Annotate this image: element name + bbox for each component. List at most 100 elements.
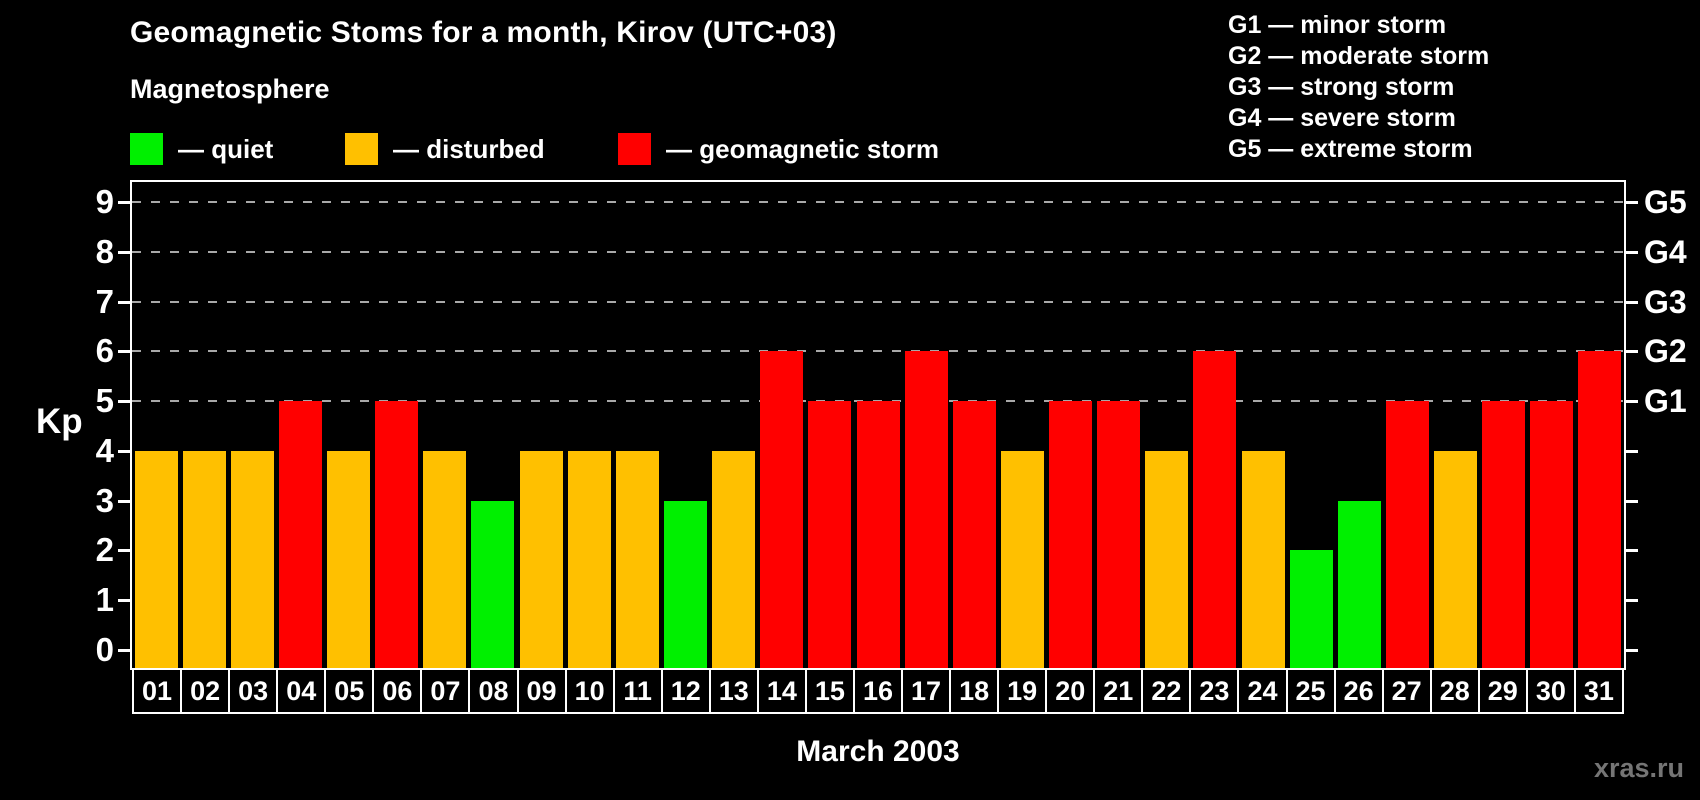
bar-day-21 xyxy=(1097,401,1141,668)
bar-day-01 xyxy=(134,450,178,668)
bar-day-30 xyxy=(1530,401,1574,668)
bar-day-18 xyxy=(952,401,996,668)
x-axis-title: March 2003 xyxy=(796,735,960,768)
left-axis-tick-6 xyxy=(118,350,130,354)
day-axis-row: 01 02 03 04 05 06 07 08 09 10 11 12 13 14 15 16 17 18 19 20… xyxy=(132,668,1624,714)
left-axis-tick-5 xyxy=(118,400,130,404)
day-cell-03: 03 xyxy=(228,668,279,714)
bar-day-28 xyxy=(1434,450,1478,668)
day-cell-10: 10 xyxy=(564,668,615,714)
day-cell-31: 31 xyxy=(1573,668,1624,714)
legend-item-storm: — geomagnetic storm xyxy=(618,132,939,166)
bar-day-06 xyxy=(375,401,419,668)
bar-day-20 xyxy=(1049,401,1093,668)
right-axis-tick-6 xyxy=(1626,350,1638,354)
chart-title: Geomagnetic Stoms for a month, Kirov (UT… xyxy=(130,16,837,49)
y-tick-label-9: 9 xyxy=(95,182,114,220)
bar-day-13 xyxy=(712,450,756,668)
day-cell-26: 26 xyxy=(1333,668,1384,714)
left-axis-tick-8 xyxy=(118,250,130,254)
top-axis-line xyxy=(130,180,1626,182)
g-scale-label-G4: G4 xyxy=(1644,233,1687,270)
bar-day-15 xyxy=(808,401,852,668)
day-cell-16: 16 xyxy=(852,668,903,714)
bar-day-12 xyxy=(663,500,707,668)
bar-day-19 xyxy=(1000,450,1044,668)
bar-day-29 xyxy=(1482,401,1526,668)
chart-subtitle: Magnetosphere xyxy=(130,74,330,104)
day-cell-23: 23 xyxy=(1189,668,1240,714)
day-cell-30: 30 xyxy=(1525,668,1576,714)
day-cell-12: 12 xyxy=(660,668,711,714)
g-scale-label-G5: G5 xyxy=(1644,183,1687,220)
right-axis-tick-5 xyxy=(1626,400,1638,404)
day-cell-07: 07 xyxy=(420,668,471,714)
grid-line-kp7 xyxy=(132,300,1624,303)
g-scale-label-G1: G1 xyxy=(1644,383,1687,420)
right-axis-tick-9 xyxy=(1626,200,1638,204)
bar-day-16 xyxy=(856,401,900,668)
legend-item-disturbed: — disturbed xyxy=(345,132,545,166)
day-cell-28: 28 xyxy=(1429,668,1480,714)
y-tick-label-2: 2 xyxy=(95,531,114,569)
plot-area xyxy=(132,182,1624,668)
grid-line-kp8 xyxy=(132,250,1624,253)
grid-line-kp6 xyxy=(132,350,1624,353)
right-axis-tick-2 xyxy=(1626,549,1638,553)
bar-day-02 xyxy=(182,450,226,668)
y-tick-label-6: 6 xyxy=(95,332,114,370)
bar-day-25 xyxy=(1289,550,1333,668)
y-tick-label-4: 4 xyxy=(95,431,114,469)
bar-day-14 xyxy=(760,351,804,668)
y-tick-label-7: 7 xyxy=(95,282,114,320)
grid-line-kp9 xyxy=(132,200,1624,203)
day-cell-08: 08 xyxy=(468,668,519,714)
day-cell-13: 13 xyxy=(708,668,759,714)
day-cell-01: 01 xyxy=(132,668,183,714)
y-tick-label-3: 3 xyxy=(95,481,114,519)
bar-day-11 xyxy=(615,450,659,668)
right-axis-tick-4 xyxy=(1626,449,1638,453)
day-cell-05: 05 xyxy=(324,668,375,714)
day-cell-22: 22 xyxy=(1141,668,1192,714)
legend-label-quiet: — quiet xyxy=(178,133,274,164)
watermark: xras.ru xyxy=(1593,753,1684,783)
g-scale-legend-g1: G1 — minor storm xyxy=(1228,11,1447,39)
left-axis-tick-7 xyxy=(118,300,130,304)
bar-day-22 xyxy=(1145,450,1189,668)
bar-day-26 xyxy=(1337,500,1381,668)
bar-day-17 xyxy=(904,351,948,668)
legend-label-disturbed: — disturbed xyxy=(393,133,545,164)
day-cell-04: 04 xyxy=(276,668,327,714)
legend-label-storm: — geomagnetic storm xyxy=(666,133,940,164)
left-axis-tick-9 xyxy=(118,200,130,204)
right-axis-line xyxy=(1624,180,1626,670)
y-tick-label-1: 1 xyxy=(95,581,114,619)
day-cell-19: 19 xyxy=(997,668,1048,714)
y-tick-label-5: 5 xyxy=(95,382,114,420)
bar-day-07 xyxy=(423,450,467,668)
g-scale-legend: G1 — minor storm G2 — moderate storm G3 … xyxy=(1228,10,1489,165)
bar-day-31 xyxy=(1578,351,1622,668)
day-cell-09: 09 xyxy=(516,668,567,714)
g-scale-legend-g4: G4 — severe storm xyxy=(1228,104,1456,132)
day-cell-06: 06 xyxy=(372,668,423,714)
g-scale-label-G3: G3 xyxy=(1644,283,1687,320)
day-cell-11: 11 xyxy=(612,668,663,714)
legend-item-quiet: — quiet xyxy=(130,132,273,166)
g-scale-label-G2: G2 xyxy=(1644,333,1687,370)
day-cell-25: 25 xyxy=(1285,668,1336,714)
left-axis-tick-2 xyxy=(118,549,130,553)
right-axis-tick-0 xyxy=(1626,649,1638,652)
left-axis-tick-0 xyxy=(118,649,130,652)
right-axis-tick-1 xyxy=(1626,599,1638,603)
day-cell-02: 02 xyxy=(180,668,231,714)
y-tick-label-8: 8 xyxy=(95,232,114,270)
day-cell-17: 17 xyxy=(901,668,952,714)
right-axis-tick-8 xyxy=(1626,250,1638,254)
g-scale-legend-g3: G3 — strong storm xyxy=(1228,73,1455,101)
right-axis-tick-3 xyxy=(1626,499,1638,503)
day-cell-27: 27 xyxy=(1381,668,1432,714)
right-axis-tick-7 xyxy=(1626,300,1638,304)
